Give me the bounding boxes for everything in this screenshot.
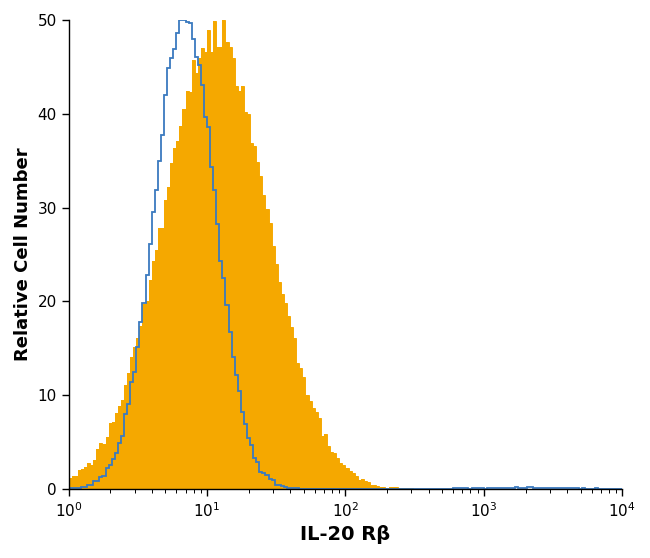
X-axis label: IL-20 Rβ: IL-20 Rβ [300, 525, 391, 544]
Y-axis label: Relative Cell Number: Relative Cell Number [14, 148, 32, 361]
